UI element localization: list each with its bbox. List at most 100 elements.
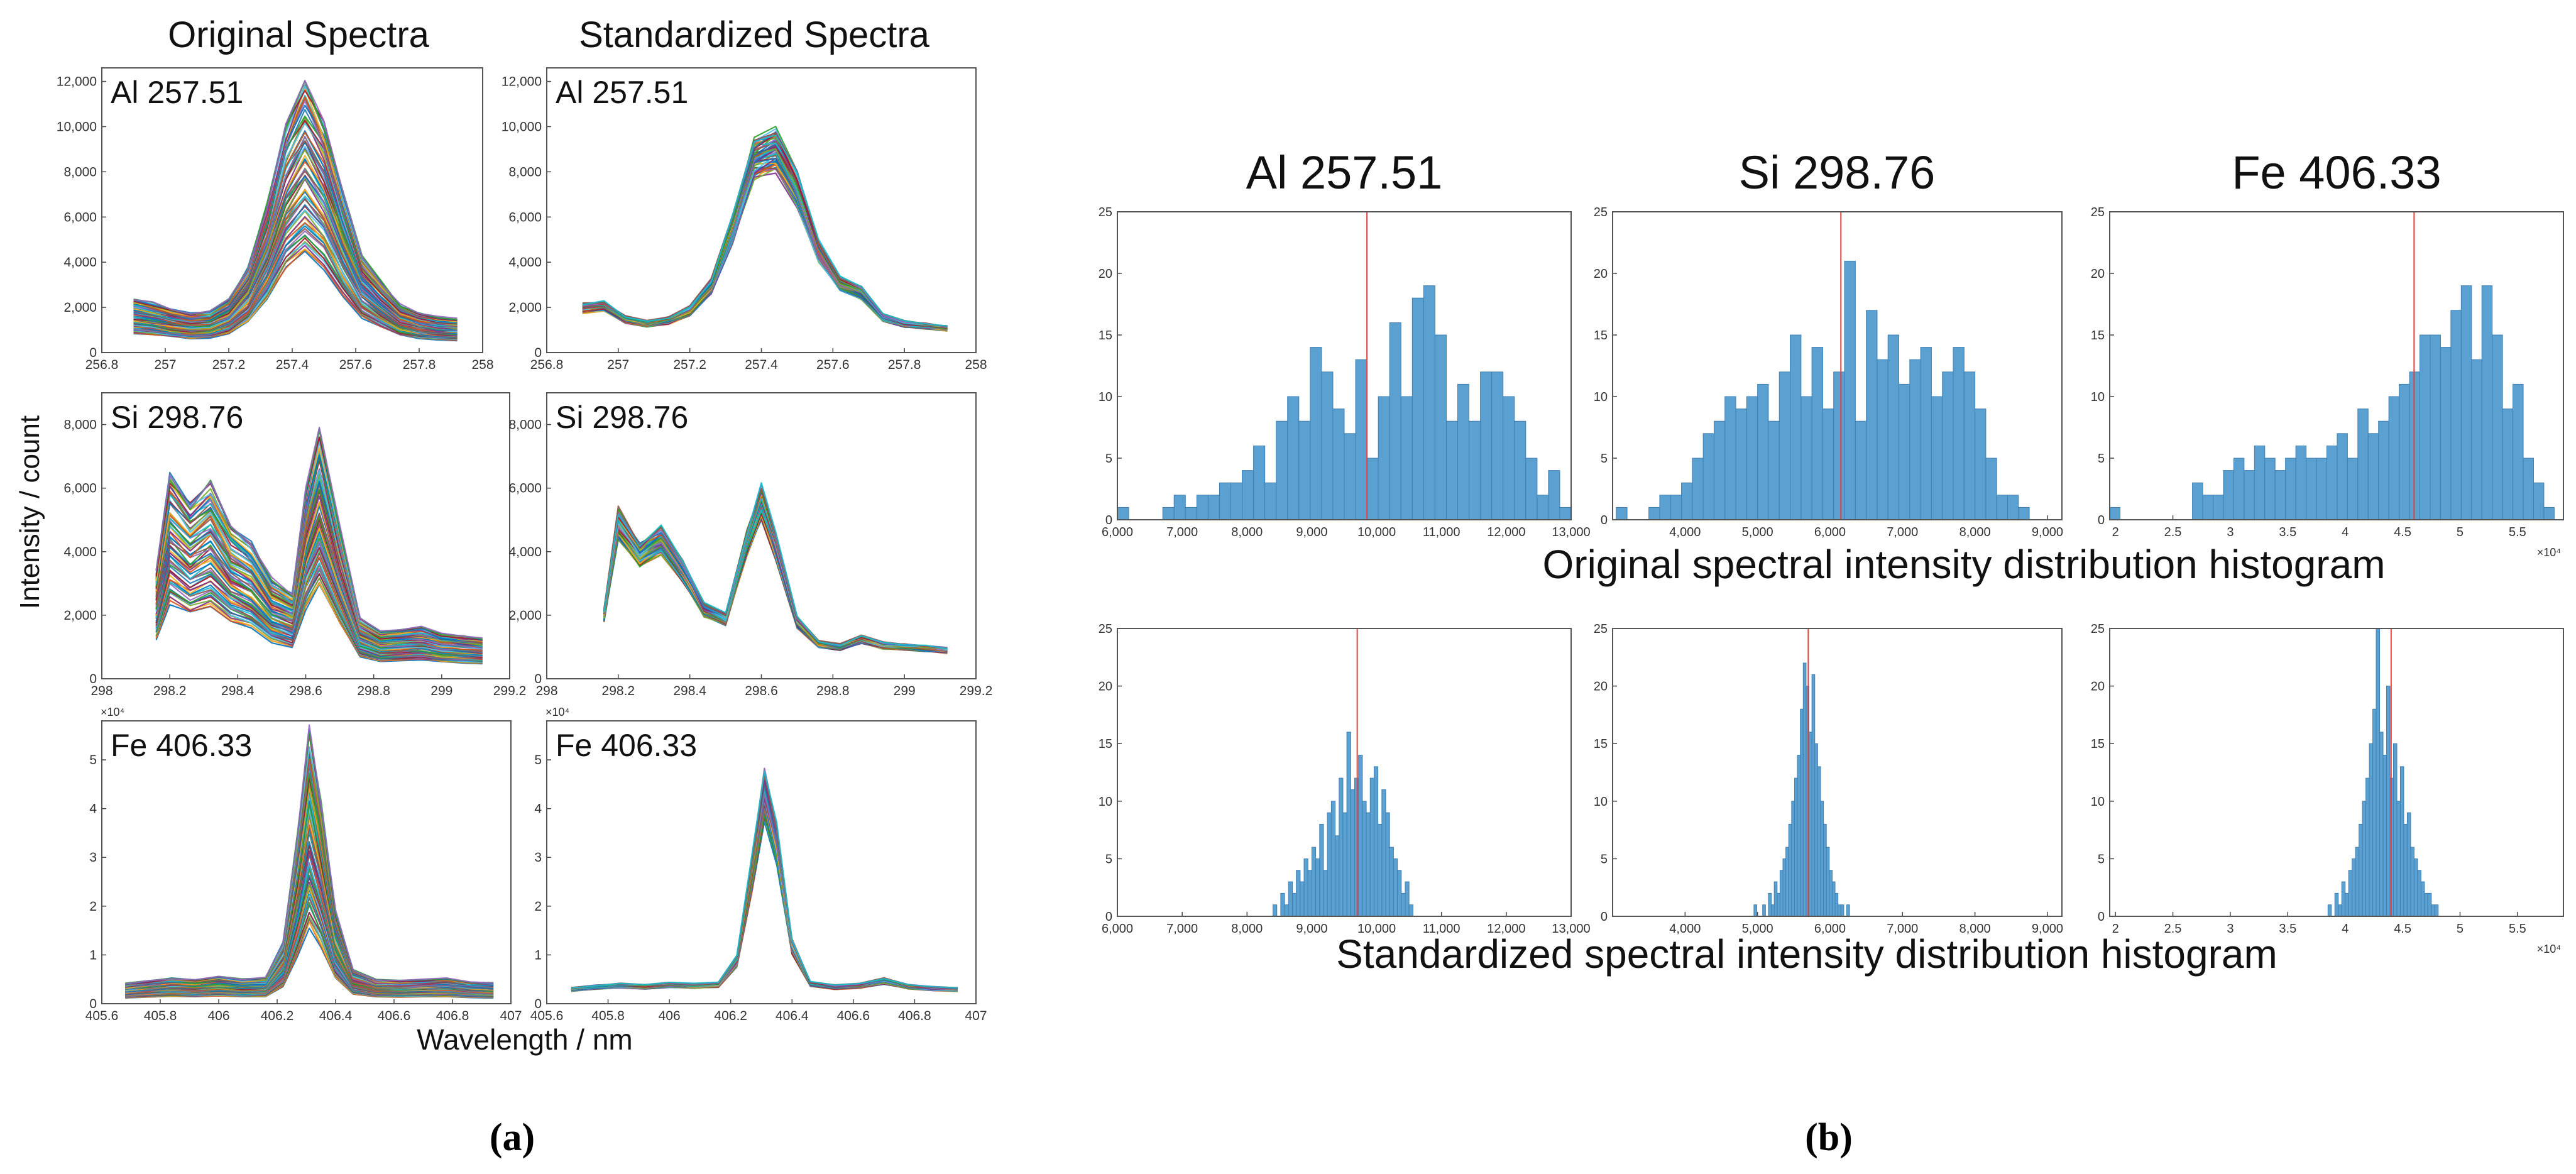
y-tick-label: 2 xyxy=(534,899,542,914)
hist-bar xyxy=(1503,396,1515,520)
hist-bar xyxy=(1746,396,1758,520)
x-tick-label: 407 xyxy=(500,1009,522,1023)
y-tick-label: 10 xyxy=(1594,795,1608,809)
hist-bar xyxy=(1393,858,1398,917)
y-tick-label: 1 xyxy=(89,948,97,962)
hist-bar xyxy=(1405,881,1410,917)
hist-bar xyxy=(1381,789,1386,917)
hist-bar xyxy=(1659,495,1671,520)
axis-exponent: ×10⁴ xyxy=(2537,546,2561,559)
y-tick-label: 12,000 xyxy=(501,75,542,89)
x-tick-label: 257.2 xyxy=(673,358,706,372)
hist-bar xyxy=(1344,433,1356,520)
hist-bar xyxy=(1762,904,1766,917)
hist-bar xyxy=(1117,507,1129,520)
x-tick-label: 407 xyxy=(965,1009,987,1023)
plot-frame xyxy=(546,67,977,353)
y-tick-label: 4,000 xyxy=(508,255,542,270)
hist-bar xyxy=(1330,801,1336,917)
hist-bar xyxy=(2337,433,2348,520)
hist-bar xyxy=(1753,904,1757,917)
x-tick-label: 8,000 xyxy=(1959,525,1991,539)
hist-bar xyxy=(1985,458,1997,520)
plot-frame xyxy=(1117,628,1572,917)
y-tick-label: 20 xyxy=(1594,680,1608,694)
hist-bar xyxy=(2533,482,2545,520)
y-tick-label: 25 xyxy=(1099,206,1112,219)
hist-bar xyxy=(2192,482,2203,520)
chart-B-Si-orig: 4,000 5,000 6,000 7,000 8,000 9,000 0 5 10 15 20 25… xyxy=(1594,146,2063,539)
hist-bar xyxy=(1288,881,1293,917)
hist-bar xyxy=(1768,420,1780,520)
y-tick-label: 2,000 xyxy=(63,608,97,623)
y-tick-label: 6,000 xyxy=(63,210,97,224)
x-tick-label: 406 xyxy=(207,1009,229,1023)
y-tick-label: 5 xyxy=(534,753,542,767)
hist-bar xyxy=(1378,823,1383,917)
series-line xyxy=(155,564,483,661)
hist-bar xyxy=(1877,359,1888,520)
x-tick-label: 299.2 xyxy=(960,684,993,698)
y-tick-label: 6,000 xyxy=(508,210,542,224)
y-tick-label: 15 xyxy=(2091,737,2105,751)
x-tick-label: 12,000 xyxy=(1487,525,1525,539)
series-line xyxy=(133,131,458,326)
plot-frame xyxy=(1612,628,2063,917)
hist-bar xyxy=(1354,777,1359,917)
y-tick-label: 15 xyxy=(1594,329,1608,343)
y-tick-label: 0 xyxy=(534,672,542,686)
x-tick-label: 406.6 xyxy=(378,1009,411,1023)
hist-bar xyxy=(1822,409,1834,520)
hist-bar xyxy=(1724,396,1736,520)
hist-bar xyxy=(1773,881,1778,917)
col-title-standardized: Standardized Spectra xyxy=(579,14,930,55)
hist-bar xyxy=(1779,870,1784,917)
hist-bar xyxy=(1303,858,1308,917)
hist-bar xyxy=(1768,892,1772,917)
x-tick-label: 298.6 xyxy=(745,684,778,698)
y-tick-label: 4,000 xyxy=(63,545,97,559)
y-axis-label: Intensity / count xyxy=(14,415,45,609)
hist-bar xyxy=(1480,371,1493,520)
x-tick-label: 257.8 xyxy=(888,358,921,372)
x-tick-label: 5 xyxy=(2457,525,2464,539)
hist-bar xyxy=(1790,334,1802,520)
hist-bar xyxy=(1831,881,1836,917)
x-tick-label: 8,000 xyxy=(1231,922,1263,936)
hist-bar xyxy=(2392,743,2398,917)
hist-bar xyxy=(1548,470,1560,520)
x-tick-label: 405.6 xyxy=(85,1009,119,1023)
hist-bar xyxy=(1362,801,1367,917)
hist-bar xyxy=(1800,708,1804,917)
y-tick-label: 8,000 xyxy=(508,165,542,179)
series-line xyxy=(155,427,483,639)
hist-bar xyxy=(1310,347,1322,520)
hist-bar xyxy=(1909,359,1921,520)
y-tick-label: 10 xyxy=(2091,795,2105,809)
chart-B-Fe-std: 2 2.5 3 3.5 4 4.5 5 5.5 0 5 10 15 20 25 ×10⁴ xyxy=(2091,622,2564,955)
x-tick-label: 258 xyxy=(471,358,493,372)
x-tick-label: 3.5 xyxy=(2279,525,2296,539)
y-tick-label: 8,000 xyxy=(508,418,542,432)
hist-title: Fe 406.33 xyxy=(2232,146,2441,199)
axis-exponent: ×10⁴ xyxy=(545,706,569,718)
hist-bar xyxy=(1408,904,1413,917)
hist-bar xyxy=(1411,297,1424,520)
hist-bar xyxy=(1445,420,1458,520)
hist-bar xyxy=(1887,334,1900,520)
hist-bar xyxy=(1785,847,1789,917)
y-tick-label: 0 xyxy=(534,346,542,360)
hist-bar xyxy=(2223,470,2234,520)
series-line xyxy=(155,453,483,642)
x-tick-label: 406.8 xyxy=(436,1009,469,1023)
hist-bar xyxy=(1355,359,1367,520)
plot-frame xyxy=(2109,211,2564,520)
y-tick-label: 2 xyxy=(89,899,97,914)
y-tick-label: 2,000 xyxy=(508,300,542,315)
hist-bar xyxy=(2372,708,2377,917)
hist-bar xyxy=(2513,383,2524,520)
hist-bar xyxy=(2306,458,2317,520)
hist-bar xyxy=(1287,396,1300,520)
hist-bar xyxy=(2424,892,2428,917)
hist-bar xyxy=(1373,766,1379,917)
